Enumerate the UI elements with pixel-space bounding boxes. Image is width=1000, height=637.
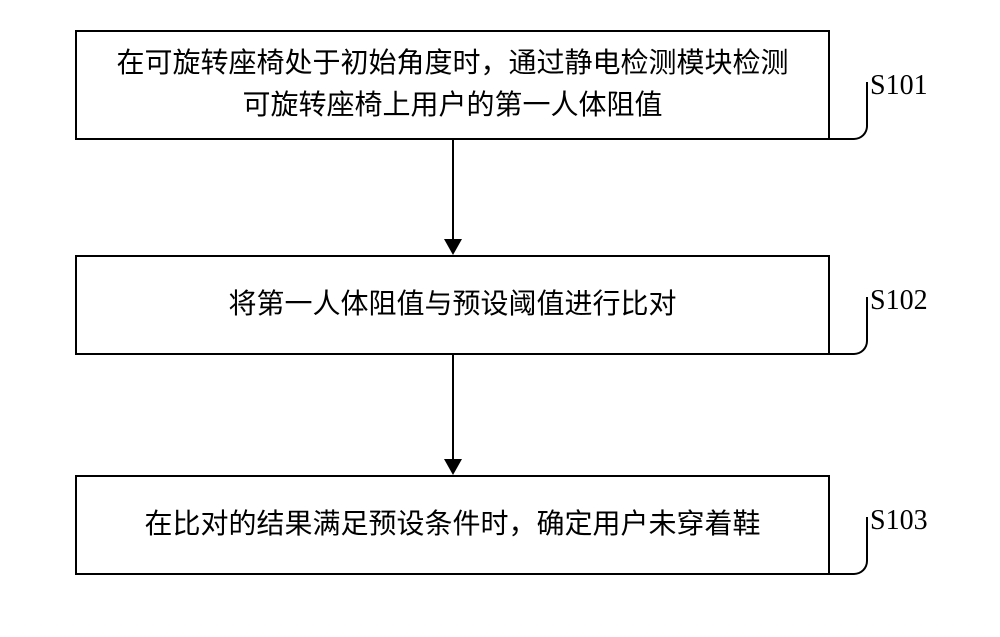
step-text-s102: 将第一人体阻值与预设阈值进行比对 bbox=[228, 284, 676, 326]
step-text-s101: 在可旋转座椅处于初始角度时，通过静电检测模块检测 可旋转座椅上用户的第一人体阻值 bbox=[116, 43, 788, 127]
arrow-s101-s102 bbox=[452, 140, 454, 239]
step-box-s102: 将第一人体阻值与预设阈值进行比对 bbox=[75, 255, 830, 355]
label-connector-s103 bbox=[830, 517, 868, 575]
step-text-s103: 在比对的结果满足预设条件时，确定用户未穿着鞋 bbox=[144, 504, 760, 546]
arrow-s102-s103 bbox=[452, 355, 454, 459]
flowchart-canvas: 在可旋转座椅处于初始角度时，通过静电检测模块检测 可旋转座椅上用户的第一人体阻值… bbox=[0, 0, 1000, 637]
arrow-head-s101-s102 bbox=[444, 239, 462, 255]
step-s102-line1: 将第一人体阻值与预设阈值进行比对 bbox=[228, 284, 676, 326]
arrow-head-s102-s103 bbox=[444, 459, 462, 475]
step-s101-line2: 可旋转座椅上用户的第一人体阻值 bbox=[116, 85, 788, 127]
step-box-s103: 在比对的结果满足预设条件时，确定用户未穿着鞋 bbox=[75, 475, 830, 575]
step-s101-line1: 在可旋转座椅处于初始角度时，通过静电检测模块检测 bbox=[116, 43, 788, 85]
step-s103-line1: 在比对的结果满足预设条件时，确定用户未穿着鞋 bbox=[144, 504, 760, 546]
step-box-s101: 在可旋转座椅处于初始角度时，通过静电检测模块检测 可旋转座椅上用户的第一人体阻值 bbox=[75, 30, 830, 140]
step-label-s101: S101 bbox=[870, 70, 928, 102]
label-connector-s101 bbox=[830, 82, 868, 140]
label-connector-s102 bbox=[830, 297, 868, 355]
step-label-s102: S102 bbox=[870, 285, 928, 317]
step-label-s103: S103 bbox=[870, 505, 928, 537]
